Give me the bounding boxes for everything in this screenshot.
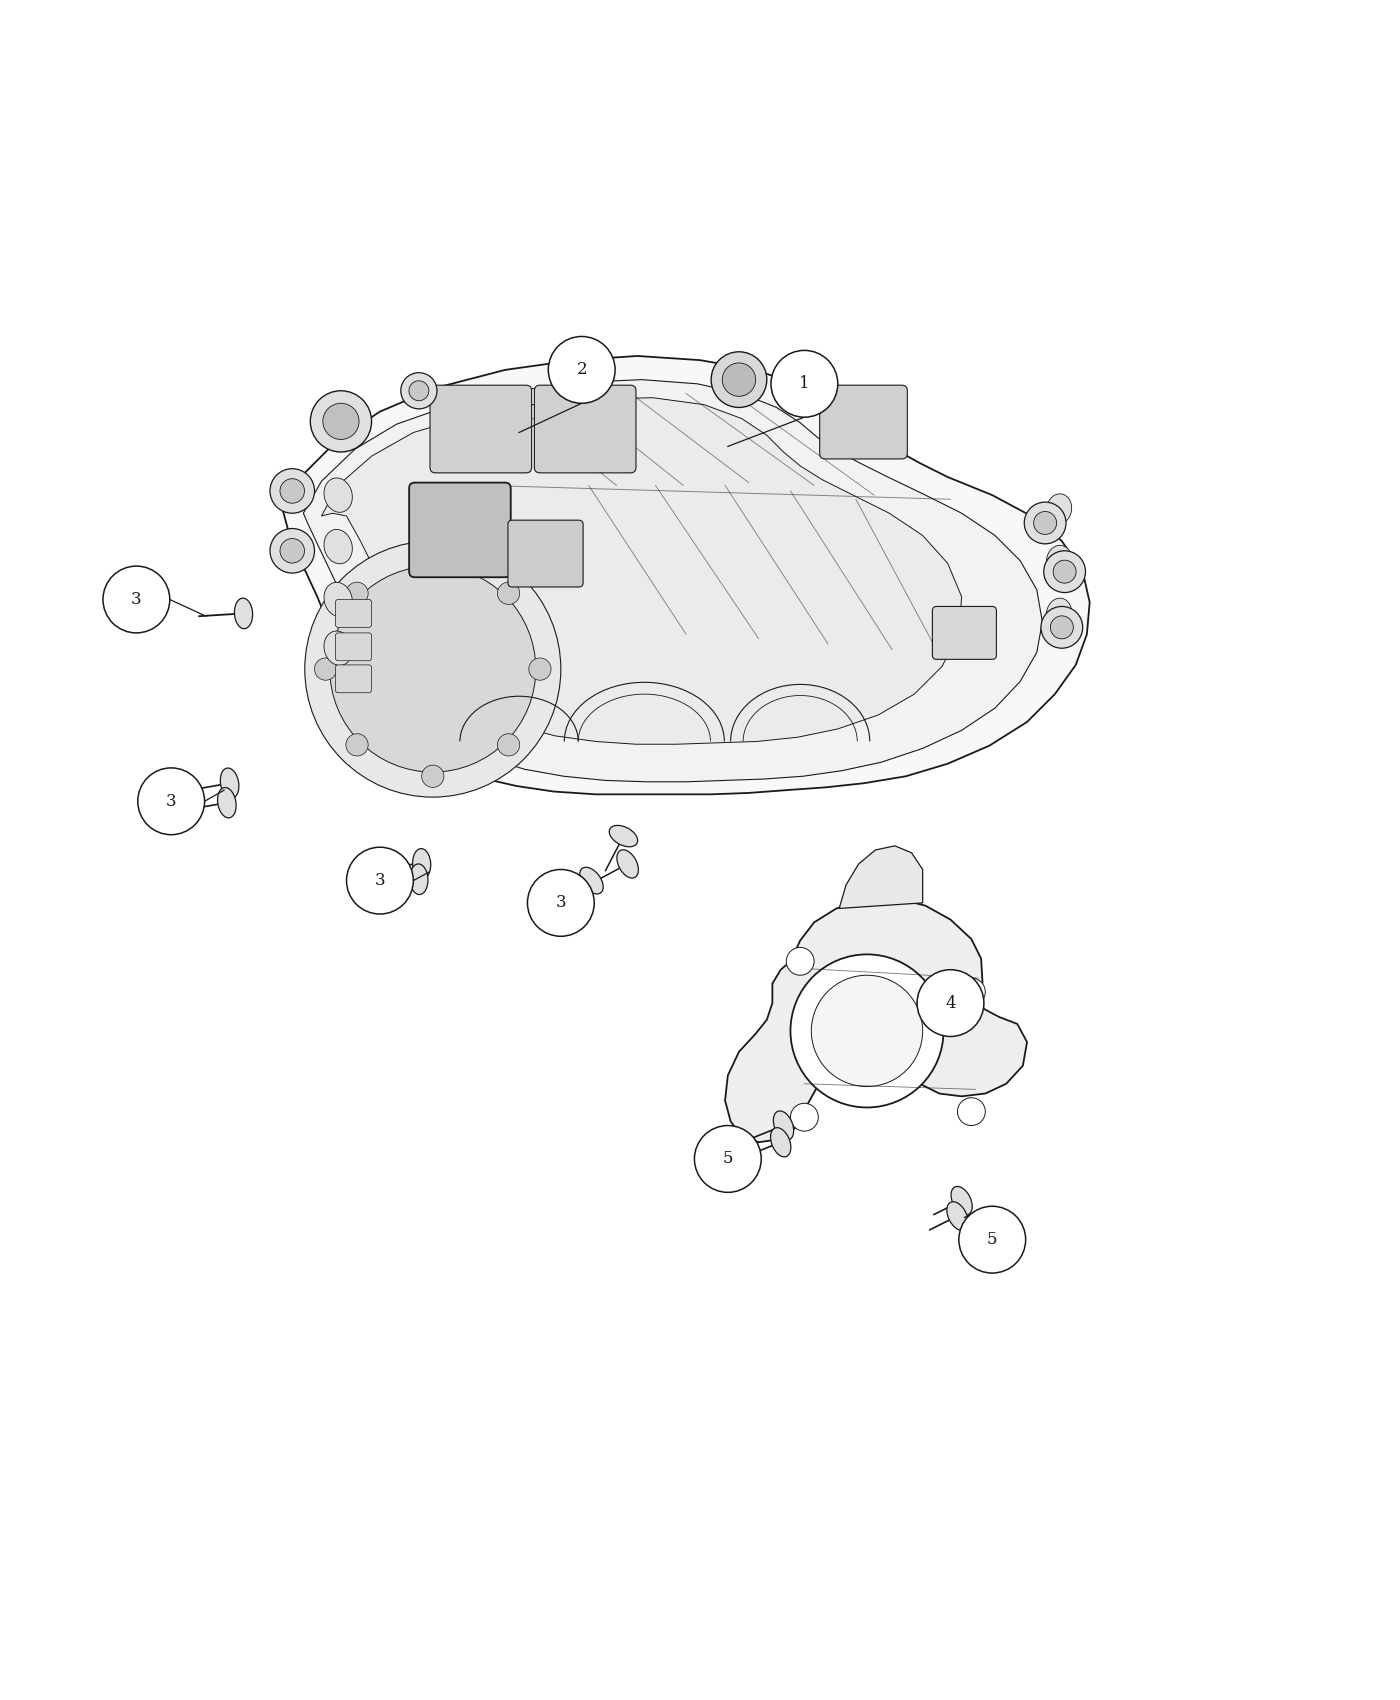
Circle shape: [711, 352, 767, 408]
Polygon shape: [725, 899, 1028, 1142]
Circle shape: [1025, 502, 1065, 544]
Polygon shape: [283, 355, 1089, 794]
Text: 5: 5: [722, 1151, 734, 1168]
Ellipse shape: [410, 864, 428, 894]
Text: 1: 1: [799, 376, 809, 393]
Ellipse shape: [1046, 493, 1071, 524]
Circle shape: [305, 541, 561, 797]
Circle shape: [958, 977, 986, 1006]
Circle shape: [421, 765, 444, 787]
Text: 5: 5: [987, 1231, 997, 1248]
Circle shape: [323, 403, 358, 440]
Ellipse shape: [951, 1187, 972, 1216]
Ellipse shape: [220, 768, 239, 799]
Ellipse shape: [580, 867, 603, 894]
Circle shape: [347, 847, 413, 915]
Ellipse shape: [770, 1127, 791, 1158]
Polygon shape: [839, 847, 923, 908]
Text: 3: 3: [165, 792, 176, 809]
Ellipse shape: [946, 1202, 967, 1231]
Circle shape: [315, 658, 337, 680]
Circle shape: [1044, 551, 1085, 593]
Circle shape: [528, 869, 594, 937]
Circle shape: [270, 469, 315, 513]
Circle shape: [791, 954, 944, 1107]
Circle shape: [1050, 615, 1074, 639]
Circle shape: [1042, 607, 1082, 648]
FancyBboxPatch shape: [508, 520, 582, 586]
Ellipse shape: [1046, 546, 1071, 576]
Text: 3: 3: [375, 872, 385, 889]
FancyBboxPatch shape: [336, 632, 371, 661]
FancyBboxPatch shape: [409, 483, 511, 578]
Circle shape: [497, 581, 519, 605]
Polygon shape: [322, 398, 962, 745]
FancyBboxPatch shape: [336, 600, 371, 627]
Ellipse shape: [323, 478, 353, 512]
Circle shape: [791, 1103, 818, 1130]
Circle shape: [311, 391, 371, 452]
Ellipse shape: [1046, 598, 1071, 629]
FancyBboxPatch shape: [336, 665, 371, 692]
Circle shape: [421, 551, 444, 573]
Circle shape: [330, 566, 536, 772]
Ellipse shape: [323, 631, 353, 665]
FancyBboxPatch shape: [932, 607, 997, 660]
Circle shape: [346, 734, 368, 756]
Circle shape: [694, 1125, 762, 1192]
Circle shape: [549, 337, 615, 403]
Circle shape: [787, 947, 815, 976]
Circle shape: [270, 529, 315, 573]
Circle shape: [137, 768, 204, 835]
Circle shape: [959, 1207, 1026, 1273]
Circle shape: [812, 976, 923, 1086]
Text: 3: 3: [132, 592, 141, 609]
Circle shape: [280, 539, 304, 563]
Polygon shape: [304, 379, 1043, 782]
Ellipse shape: [323, 529, 353, 564]
Circle shape: [917, 969, 984, 1037]
Circle shape: [346, 581, 368, 605]
FancyBboxPatch shape: [535, 386, 636, 473]
Circle shape: [722, 362, 756, 396]
Ellipse shape: [617, 850, 638, 879]
Circle shape: [280, 479, 304, 503]
Circle shape: [1053, 561, 1077, 583]
Circle shape: [529, 658, 552, 680]
Circle shape: [958, 1098, 986, 1125]
Ellipse shape: [609, 826, 637, 847]
Circle shape: [497, 734, 519, 756]
Ellipse shape: [413, 848, 431, 879]
Ellipse shape: [773, 1110, 794, 1141]
Ellipse shape: [234, 598, 252, 629]
Circle shape: [104, 566, 169, 632]
Circle shape: [1033, 512, 1057, 534]
Circle shape: [400, 372, 437, 408]
FancyBboxPatch shape: [819, 386, 907, 459]
Text: 4: 4: [945, 994, 956, 1011]
Ellipse shape: [217, 787, 237, 818]
Text: 2: 2: [577, 362, 587, 379]
Circle shape: [771, 350, 837, 416]
Ellipse shape: [323, 583, 353, 617]
FancyBboxPatch shape: [430, 386, 532, 473]
Text: 3: 3: [556, 894, 566, 911]
Circle shape: [409, 381, 428, 401]
